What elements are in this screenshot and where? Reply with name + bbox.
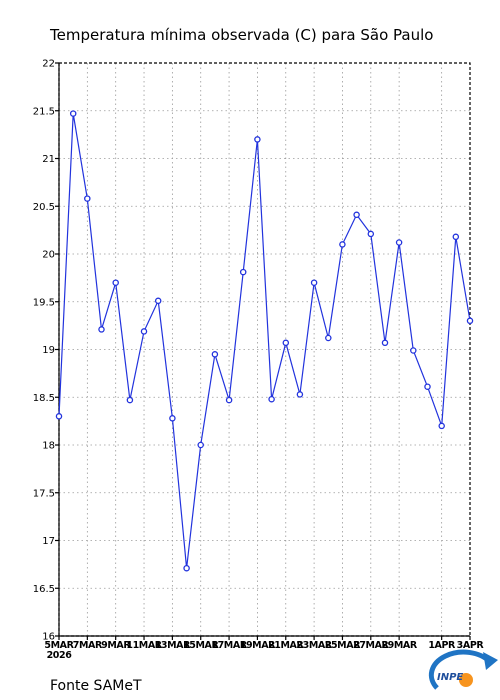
- y-tick-label: 16.5: [33, 584, 55, 595]
- inpe-logo: INPE: [428, 649, 498, 690]
- series-line: [58, 113, 471, 569]
- y-tick-label: 19: [42, 345, 55, 356]
- x-tick-label: 11MAR: [126, 640, 162, 651]
- data-point: [395, 239, 403, 246]
- data-point: [381, 339, 389, 347]
- data-point: [353, 211, 360, 219]
- data-point: [424, 383, 431, 390]
- x-tick-label: 27MAR: [353, 640, 389, 651]
- data-point: [239, 268, 247, 276]
- data-point: [268, 395, 275, 403]
- chart-title: Temperatura mínima observada (C) para Sã…: [49, 26, 433, 44]
- source-label: Fonte SAMeT: [50, 678, 142, 694]
- data-point: [69, 110, 77, 117]
- data-point: [452, 233, 460, 241]
- data-point: [55, 413, 63, 420]
- x-tick-label: 29MAR: [381, 640, 417, 651]
- x-tick-label: 9MAR: [101, 640, 131, 651]
- axes: 16 16.5 17 17.5 18 18.5 19 19.5 20 20.5 21 21.5 22 5M…: [33, 59, 485, 662]
- x-tick-label: 21MAR: [268, 640, 304, 651]
- x-tick-label: 5MAR: [44, 640, 74, 651]
- data-point: [339, 241, 346, 248]
- data-point: [438, 422, 445, 430]
- data-point: [197, 441, 204, 449]
- data-point: [282, 339, 290, 347]
- data-point: [169, 415, 176, 422]
- x-tick-year: 2026: [47, 650, 73, 661]
- data-point: [183, 564, 190, 572]
- data-point: [154, 297, 162, 305]
- y-tick-label: 16: [42, 632, 55, 643]
- plot-frame: [58, 62, 471, 637]
- data-point: [225, 396, 233, 404]
- data-point: [296, 391, 304, 398]
- y-tick-label: 19.5: [33, 297, 55, 308]
- data-point: [254, 136, 261, 143]
- data-point: [84, 195, 91, 202]
- y-tick-label: 20: [42, 250, 55, 261]
- y-tick-label: 17.5: [33, 488, 55, 499]
- data-point: [211, 351, 219, 358]
- x-tick-label: 1APR: [428, 640, 456, 651]
- data-point: [367, 230, 375, 238]
- data-point: [410, 347, 417, 354]
- y-tick-label: 18.5: [33, 393, 55, 404]
- inpe-logo-text: INPE: [437, 672, 463, 683]
- grid: [59, 63, 470, 636]
- data-point: [140, 328, 148, 335]
- x-tick-label: 15MAR: [183, 640, 219, 651]
- data-point: [466, 317, 474, 325]
- y-tick-label: 17: [42, 536, 55, 547]
- data-point: [126, 396, 134, 404]
- data-point: [98, 326, 105, 333]
- y-tick-label: 20.5: [33, 202, 55, 213]
- series: [55, 110, 474, 572]
- x-tick-label: 7MAR: [73, 640, 103, 651]
- y-tick-label: 22: [42, 59, 55, 70]
- x-tick-label: 3APR: [457, 640, 485, 651]
- y-tick-label: 21: [42, 154, 55, 165]
- y-tick-label: 21.5: [33, 106, 55, 117]
- data-point: [310, 279, 318, 286]
- x-tick-label: 19MAR: [240, 640, 276, 651]
- y-tick-label: 18: [42, 441, 55, 452]
- data-point: [325, 334, 332, 342]
- x-tick-label: 25MAR: [325, 640, 361, 651]
- x-tick-label: 13MAR: [155, 640, 191, 651]
- data-point: [112, 279, 119, 286]
- x-tick-label: 23MAR: [296, 640, 332, 651]
- x-tick-label: 17MAR: [211, 640, 247, 651]
